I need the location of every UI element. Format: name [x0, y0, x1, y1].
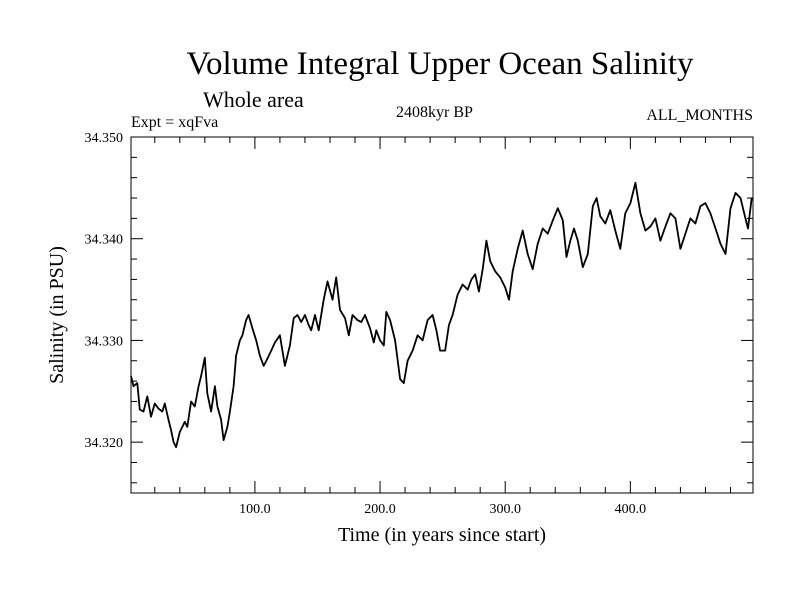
- period-label: 2408kyr BP: [396, 104, 473, 121]
- axis-tick-labels: 100.0 200.0 300.0 400.0 34.320 34.330 34.340 34…: [85, 131, 647, 517]
- y-tick-label: 34.320: [85, 436, 124, 451]
- plot-frame: [130, 136, 754, 494]
- x-tick-label: 300.0: [489, 502, 521, 517]
- months-label: ALL_MONTHS: [646, 107, 753, 124]
- y-tick-label: 34.350: [85, 131, 124, 146]
- x-tick-label: 200.0: [364, 502, 396, 517]
- y-tick-label: 34.330: [85, 334, 124, 349]
- x-axis-label: Time (in years since start): [338, 524, 546, 546]
- y-axis-label: Salinity (in PSU): [46, 246, 68, 384]
- chart-title: Volume Integral Upper Ocean Salinity: [186, 46, 694, 82]
- experiment-label: Expt = xqFva: [131, 114, 219, 131]
- chart-subtitle: Whole area: [203, 87, 304, 112]
- x-tick-label: 100.0: [239, 502, 271, 517]
- x-tick-label: 400.0: [615, 502, 647, 517]
- series-line-salinity: [130, 181, 753, 449]
- y-tick-label: 34.340: [85, 233, 124, 248]
